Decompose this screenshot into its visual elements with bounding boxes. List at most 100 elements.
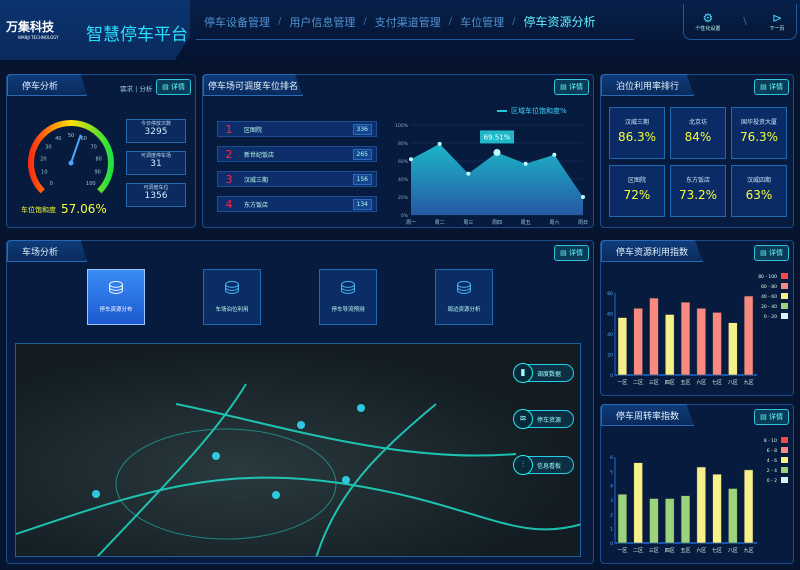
card-label: 周边资源分析 [447, 307, 481, 313]
detail-button[interactable]: ▤ 详情 [554, 245, 589, 261]
lot-name: 东方饭店 [244, 201, 269, 209]
legend-swatch [781, 477, 788, 483]
analysis-card[interactable]: ⛁ 周边资源分析 [435, 269, 493, 325]
nav-device[interactable]: 停车设备管理 [204, 15, 270, 29]
lot-name: 北京坊 [688, 119, 707, 126]
map-button[interactable]: ⫶ 信息看板 [513, 455, 574, 475]
gauge-tick-label: 40 [55, 136, 61, 142]
utilization-value: 72% [623, 188, 651, 202]
map-button[interactable]: ≋ 停车资源 [513, 409, 574, 429]
utilization-value: 73.2% [678, 188, 718, 202]
analysis-card[interactable]: ⛁ 车场泊位利用 [203, 269, 261, 325]
x-tick-label: 六区 [696, 379, 706, 386]
saturation-line-chart: 区域车位饱和度% 0% 20% 40% 60% 80% 100% 周一 周二 周三 周四 周五 周六 周日… [395, 106, 588, 226]
analysis-card[interactable]: ⛁ 停车资源分布 [87, 269, 145, 325]
detail-button[interactable]: ▤ 详情 [554, 79, 589, 95]
legend-label: 0 - 20 [764, 314, 777, 320]
utilization-card[interactable]: 国华投资大厦 76.3% [731, 107, 787, 159]
gauge-tick-label: 70 [90, 145, 96, 151]
lot-name: 新世纪饭店 [244, 151, 275, 159]
x-tick-label: 六区 [696, 547, 706, 554]
bar [712, 312, 722, 376]
logo-subtext: WANJI TECHNOLOGY [18, 35, 59, 40]
nav-resource-analysis[interactable]: 停车资源分析 [523, 15, 596, 29]
space-count: 156 [352, 173, 372, 185]
legend-label: 2 - 4 [767, 468, 777, 474]
resource-index-panel: 停车资源利用指数 ▤ 详情 0 20 40 60 80 一区 二区 三区 四区 五区 六区 七区 八区九… [600, 240, 794, 396]
legend-label: 20 - 40 [761, 304, 777, 310]
utilization-card[interactable]: 汉威四期 63% [731, 165, 787, 217]
bar-chart-icon: ▮ [513, 363, 533, 383]
x-tick-label: 四区 [665, 380, 675, 386]
x-tick-label: 三区 [649, 380, 659, 386]
utilization-value: 63% [745, 188, 773, 202]
parking-analysis-panel: 停车分析 需求 | 分析 ▤ 详情 0 10 20 30 40 50 60 70 80 90 100… [6, 74, 196, 228]
x-tick-label: 七区 [712, 379, 722, 386]
resource-index-chart: 0 20 40 60 80 一区 二区 三区 四区 五区 六区 七区 八区 九区 80 - 100 60 - … [607, 273, 788, 386]
data-point [493, 148, 501, 156]
detail-button[interactable]: ▤ 详情 [754, 79, 789, 95]
legend-swatch [781, 457, 788, 463]
utilization-card[interactable]: 区图院 72% [609, 165, 665, 217]
ranking-item[interactable]: 1 区图院 336 [217, 121, 377, 137]
bar [633, 308, 643, 376]
city-map[interactable]: ▮ 调度数据 ≋ 停车资源 ⫶ 信息看板 [15, 343, 581, 557]
analysis-card[interactable]: ⛁ 停车导流预测 [319, 269, 377, 325]
gear-icon: ⚙ [702, 11, 714, 25]
rank-number: 4 [225, 197, 233, 211]
next-page-button[interactable]: ⊳ 下一页 [769, 11, 785, 32]
utilization-card[interactable]: 北京坊 84% [670, 107, 726, 159]
legend-swatch [781, 283, 788, 289]
app-title: 智慧停车平台 [86, 25, 188, 45]
detail-button[interactable]: ▤ 详情 [754, 409, 789, 425]
nav-space[interactable]: 车位管理 [460, 15, 505, 29]
map-buttons: ▮ 调度数据 ≋ 停车资源 ⫶ 信息看板 [513, 363, 574, 475]
detail-button[interactable]: ▤ 详情 [156, 79, 191, 95]
legend-label: 0 - 2 [767, 478, 777, 484]
bar [680, 495, 691, 544]
y-tick-label: 80 [607, 291, 613, 297]
legend-swatch [781, 467, 788, 473]
gauge-needle [70, 134, 82, 164]
settings-button[interactable]: ⚙ 个性化设置 [695, 11, 721, 32]
space-count: 336 [352, 123, 372, 135]
bar [649, 498, 659, 544]
y-tick-label: 3 [610, 498, 613, 504]
x-tick-label: 八区 [728, 380, 738, 386]
legend-swatch [781, 303, 788, 309]
tab-analysis[interactable]: 分析 [139, 85, 153, 93]
utilization-card[interactable]: 汉威三期 86.3% [609, 107, 665, 159]
space-count: 265 [352, 148, 372, 160]
nav-user[interactable]: 用户信息管理 [289, 15, 356, 29]
lot-name: 区图院 [627, 177, 646, 184]
bar [680, 301, 691, 376]
map-button[interactable]: ▮ 调度数据 [513, 363, 574, 383]
x-tick-label: 七区 [712, 547, 722, 554]
y-tick-label: 80% [398, 141, 409, 147]
data-point [552, 152, 557, 157]
legend-label: 6 - 8 [767, 448, 777, 454]
gauge-tick-label: 60 [81, 136, 87, 142]
utilization-card[interactable]: 东方饭店 73.2% [670, 165, 726, 217]
tab-demand[interactable]: 需求 [120, 85, 133, 93]
legend-swatch [781, 313, 788, 319]
field-analysis-panel: 车场分析 ▤ 详情 ⛁ 停车资源分布 ⛁ 车场泊位利用 ⛁ 停车导流预测 ⛁ 周边资源分析 ▮… [6, 240, 594, 564]
detail-button[interactable]: ▤ 详情 [754, 245, 789, 261]
y-tick-label: 100% [395, 123, 409, 129]
tooltip-box [480, 130, 514, 144]
stat-dispatchable-lots: 可调度停车场 31 [126, 151, 186, 175]
x-tick-label: 周四 [492, 220, 502, 226]
card-label: 停车资源分布 [99, 307, 133, 313]
ranking-item[interactable]: 3 汉威三期 156 [217, 171, 377, 187]
y-tick-label: 40 [607, 332, 613, 338]
logo: 万集科技 WANJI TECHNOLOGY [6, 18, 59, 40]
y-tick-label: 1 [610, 527, 613, 533]
panel-title: 停车周转率指数 [601, 404, 695, 426]
bar [712, 473, 722, 544]
nav-payment[interactable]: 支付渠道管理 [374, 15, 441, 29]
ranking-item[interactable]: 2 新世纪饭店 265 [217, 146, 377, 162]
utilization-value: 86.3% [617, 130, 657, 144]
x-tick-label: 周六 [549, 219, 559, 226]
ranking-item[interactable]: 4 东方饭店 134 [217, 196, 377, 212]
